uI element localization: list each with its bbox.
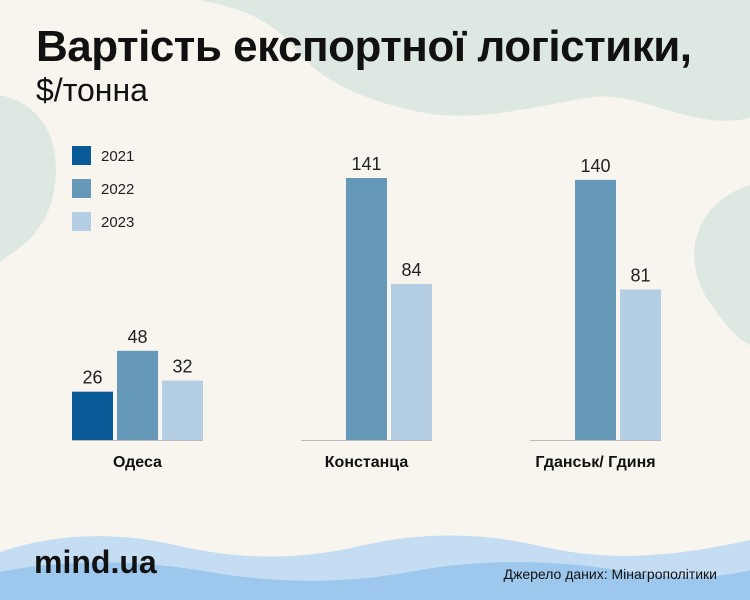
bar-2021 xyxy=(72,391,113,440)
background-blob-left xyxy=(0,95,56,262)
chart-subtitle: $/тонна xyxy=(36,72,148,108)
data-label: 26 xyxy=(82,368,102,388)
background-blob-top-right xyxy=(200,0,750,121)
brand-logo[interactable]: mind.ua xyxy=(34,544,157,580)
bar-2022 xyxy=(117,350,158,440)
bar-2022 xyxy=(575,179,616,440)
category-label: Одеса xyxy=(113,454,162,471)
data-source-note: Джерело даних: Мінагрополітики xyxy=(503,566,717,582)
category-label: Гданськ/ Гдиня xyxy=(535,454,655,471)
bar-2023 xyxy=(162,380,203,440)
bar-2023 xyxy=(620,289,661,440)
legend-swatch-2021 xyxy=(72,146,91,165)
data-label: 48 xyxy=(127,327,147,347)
legend-label: 2022 xyxy=(101,181,134,198)
bar-2023 xyxy=(391,283,432,440)
background-wave-front xyxy=(0,561,750,600)
legend-swatch-2023 xyxy=(72,212,91,231)
bar-2022 xyxy=(346,178,387,440)
data-label: 81 xyxy=(630,265,650,285)
category-label: Констанца xyxy=(325,454,409,471)
data-label: 84 xyxy=(401,260,421,280)
legend-label: 2021 xyxy=(101,148,134,165)
legend-swatch-2022 xyxy=(72,179,91,198)
chart-title: Вартість експортної логістики, xyxy=(36,22,692,71)
data-label: 140 xyxy=(580,156,610,176)
data-label: 32 xyxy=(172,357,192,377)
background-blob-right xyxy=(694,185,750,345)
legend-label: 2023 xyxy=(101,214,134,231)
data-label: 141 xyxy=(351,154,381,174)
